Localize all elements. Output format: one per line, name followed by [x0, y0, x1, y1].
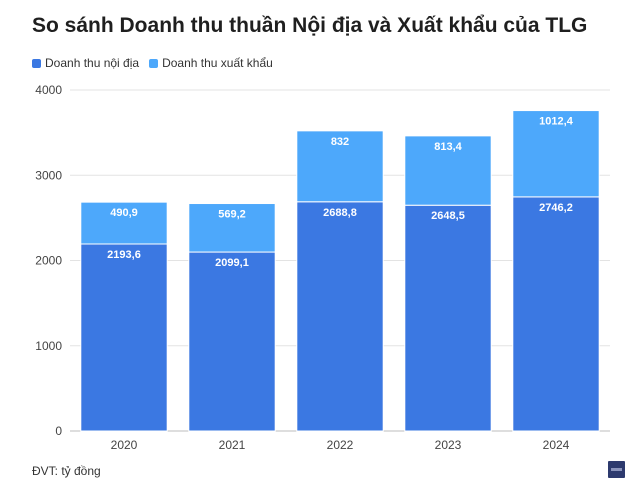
- legend-swatch-domestic: [32, 58, 41, 68]
- data-label: 2688,8: [323, 207, 357, 219]
- bar-export: [296, 130, 384, 203]
- brand-logo: [608, 461, 625, 478]
- legend-item-domestic: Doanh thu nội địa: [32, 56, 139, 70]
- bar-domestic: [296, 201, 384, 432]
- bar-export: [188, 203, 276, 253]
- data-label: 2099,1: [215, 257, 249, 269]
- legend-item-export: Doanh thu xuất khẩu: [149, 56, 273, 70]
- bar-domestic: [80, 243, 168, 432]
- y-tick-label: 3000: [35, 168, 62, 182]
- bar-export: [404, 135, 492, 206]
- bar-export: [80, 201, 168, 245]
- legend-swatch-export: [149, 58, 159, 68]
- unit-note: ĐVT: tỷ đồng: [32, 464, 101, 478]
- x-tick-label: 2023: [435, 438, 462, 452]
- data-label: 569,2: [218, 209, 246, 221]
- bar-domestic: [404, 204, 492, 432]
- x-tick-label: 2024: [543, 438, 570, 452]
- y-tick-label: 1000: [35, 339, 62, 353]
- x-tick-label: 2022: [327, 438, 354, 452]
- y-tick-label: 0: [55, 424, 62, 438]
- bar-domestic: [512, 196, 600, 432]
- data-label: 832: [331, 136, 349, 148]
- y-tick-label: 2000: [35, 254, 62, 268]
- bar-domestic: [188, 251, 276, 432]
- bar-export: [512, 110, 600, 198]
- data-label: 2746,2: [539, 202, 573, 214]
- legend-label-domestic: Doanh thu nội địa: [45, 56, 140, 70]
- data-label: 2648,5: [431, 210, 465, 222]
- chart-title: So sánh Doanh thu thuần Nội địa và Xuất …: [32, 14, 588, 37]
- data-label: 813,4: [434, 141, 462, 153]
- y-tick-label: 4000: [35, 83, 62, 97]
- data-label: 1012,4: [539, 116, 574, 128]
- x-tick-label: 2020: [111, 438, 138, 452]
- legend: Doanh thu nội địa Doanh thu xuất khẩu: [32, 56, 273, 70]
- data-label: 490,9: [110, 207, 138, 219]
- data-label: 2193,6: [107, 249, 141, 261]
- x-tick-label: 2021: [219, 438, 246, 452]
- legend-label-export: Doanh thu xuất khẩu: [162, 56, 273, 70]
